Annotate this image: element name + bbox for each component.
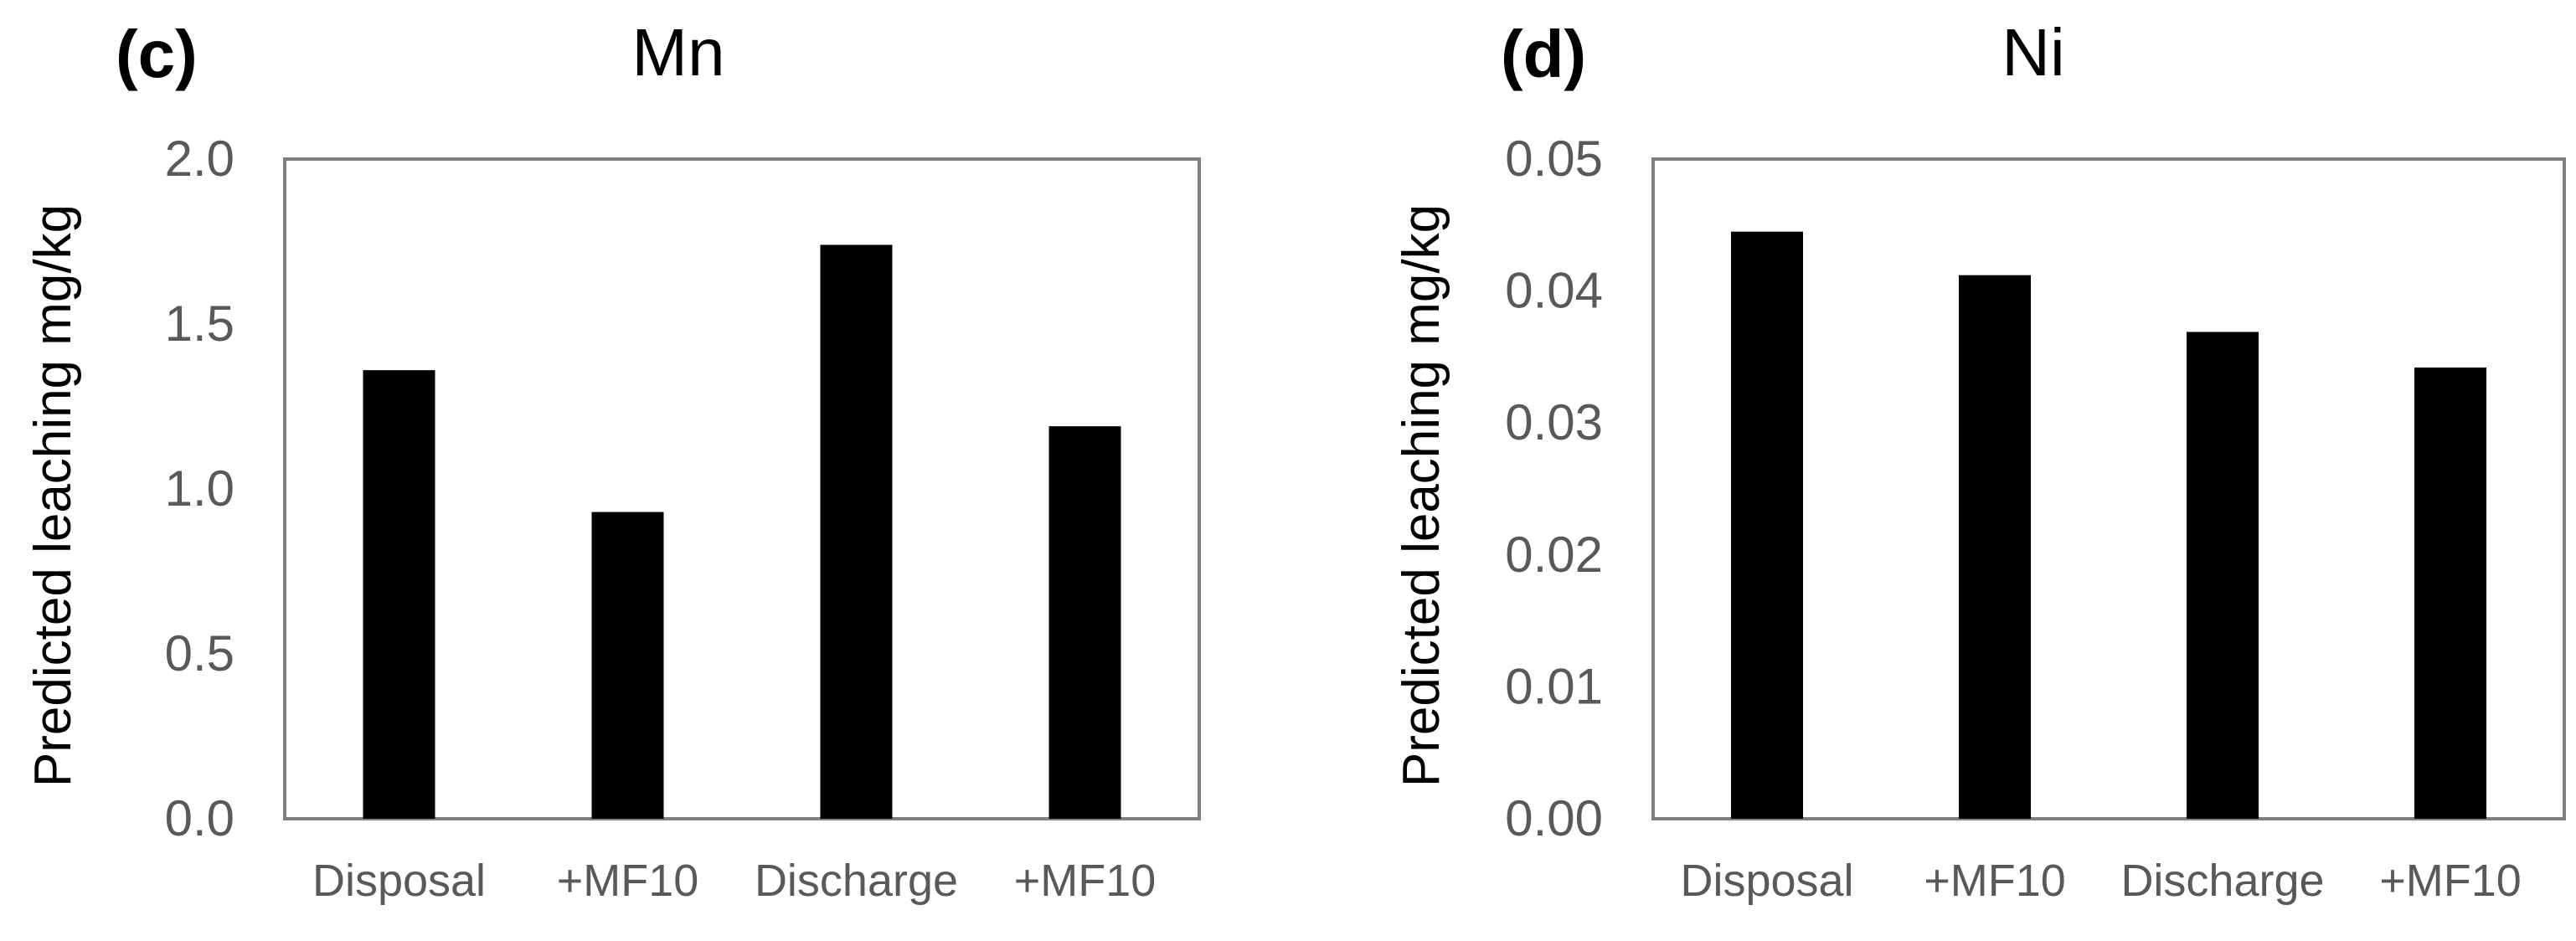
x-tick-labels: Disposal +MF10 Discharge +MF10 (312, 856, 1156, 906)
bar (2187, 332, 2259, 819)
y-tick-label: 0.0 (165, 790, 234, 846)
bar (1048, 426, 1121, 819)
x-tick-label: Discharge (2120, 856, 2324, 906)
x-tick-label: +MF10 (2379, 856, 2522, 906)
bar (1959, 275, 2031, 819)
y-tick-label: 2.0 (165, 131, 234, 187)
plot-frame (283, 157, 1201, 820)
y-tick-label: 0.02 (1505, 527, 1603, 583)
bars (1731, 231, 2486, 819)
y-tick-label: 0.00 (1505, 790, 1603, 846)
bar (820, 244, 893, 819)
y-tick-label: 1.0 (165, 460, 234, 517)
bar (363, 370, 435, 819)
chart-panel-c: (c) Mn Predicted leaching mg/kg 0.0 0.5 1.… (24, 15, 1201, 906)
x-tick-label: +MF10 (1924, 856, 2066, 906)
plot-frame (1651, 157, 2566, 820)
bars (363, 244, 1121, 819)
chart-title: Mn (631, 15, 724, 90)
bar (591, 512, 664, 819)
x-tick-labels: Disposal +MF10 Discharge +MF10 (1680, 856, 2521, 906)
y-tick-labels: 0.00 0.01 0.02 0.03 0.04 0.05 (1505, 131, 1603, 846)
y-tick-label: 0.5 (165, 625, 234, 681)
panel-label: (d) (1501, 17, 1586, 91)
x-tick-label: +MF10 (557, 856, 699, 906)
x-tick-label: Discharge (755, 856, 958, 906)
y-axis-label: Predicted leaching mg/kg (24, 204, 82, 787)
chart-panel-d: (d) Ni Predicted leaching mg/kg 0.00 0.01… (1393, 15, 2566, 906)
y-tick-label: 0.03 (1505, 394, 1603, 450)
y-tick-label: 0.05 (1505, 131, 1603, 187)
y-axis-label: Predicted leaching mg/kg (1393, 204, 1450, 787)
panel-label: (c) (116, 17, 198, 91)
y-tick-label: 1.5 (165, 296, 234, 352)
y-tick-labels: 0.0 0.5 1.0 1.5 2.0 (165, 131, 234, 846)
bar (2414, 368, 2486, 819)
y-tick-label: 0.01 (1505, 658, 1603, 714)
y-tick-label: 0.04 (1505, 263, 1603, 319)
chart-title: Ni (2002, 15, 2065, 90)
x-tick-label: Disposal (1680, 856, 1853, 906)
x-tick-label: +MF10 (1014, 856, 1157, 906)
bar (1731, 231, 1803, 819)
x-tick-label: Disposal (312, 856, 486, 906)
